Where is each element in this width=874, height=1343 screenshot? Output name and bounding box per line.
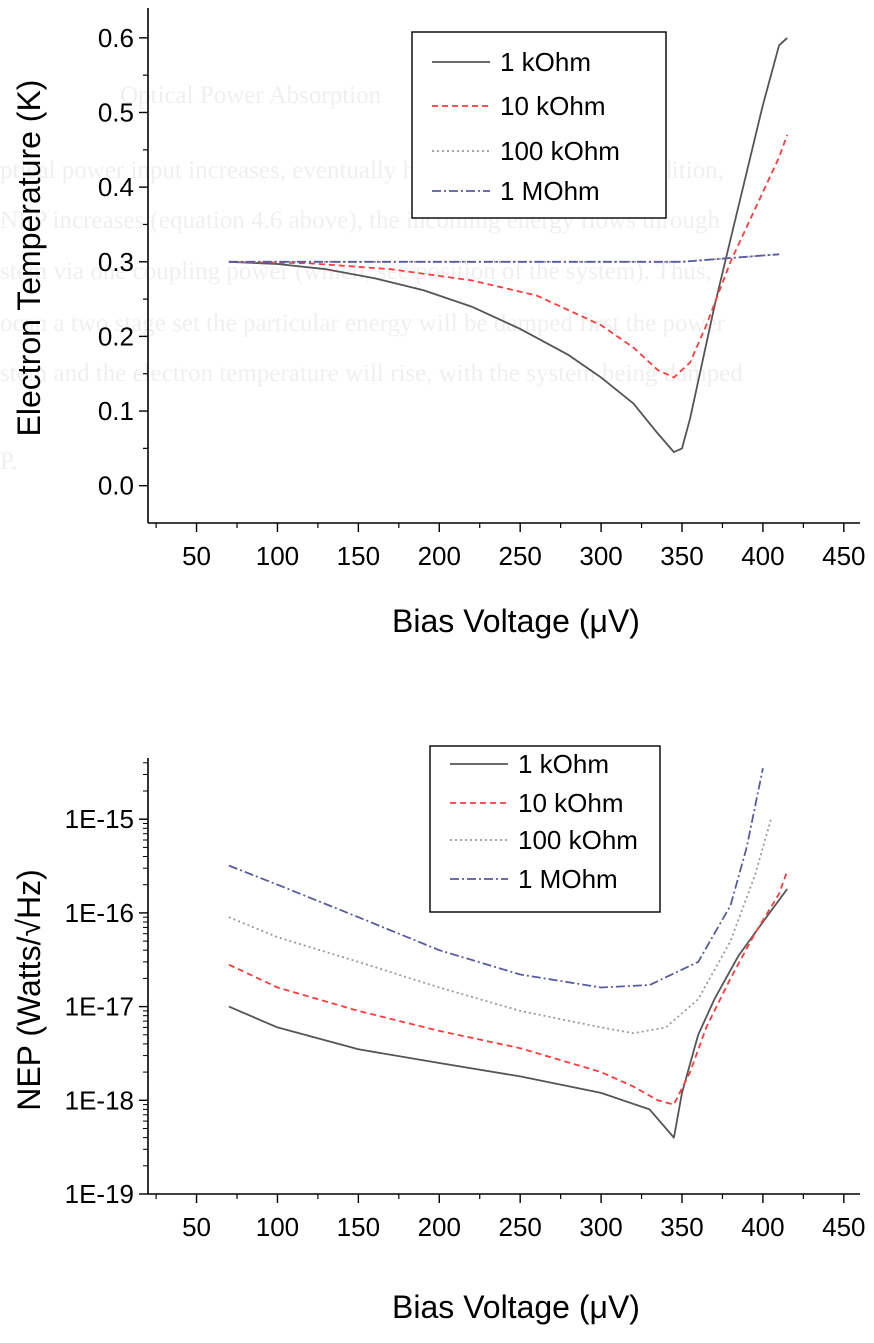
legend-box xyxy=(411,31,667,219)
legend-entry: 100 kOhm xyxy=(518,825,638,855)
y-tick-label: 0.6 xyxy=(98,23,134,53)
x-tick-label: 200 xyxy=(418,1212,461,1242)
x-tick-label: 450 xyxy=(822,541,865,571)
series-line xyxy=(228,768,764,989)
y-tick-label: 1E-16 xyxy=(65,898,134,928)
series-line xyxy=(228,870,789,1106)
y-tick-label: 1E-18 xyxy=(65,1085,134,1115)
y-tick-label: 1E-19 xyxy=(65,1179,134,1209)
y-tick-label: 1E-17 xyxy=(65,992,134,1022)
legend-entry: 1 MOhm xyxy=(500,176,600,206)
x-tick-label: 100 xyxy=(256,1212,299,1242)
x-axis-label: Bias Voltage (μV) xyxy=(392,1289,640,1325)
x-tick-label: 300 xyxy=(579,541,622,571)
electron-temperature-chart: 50 100 150 200 250 300 350 400 450 0.0 0.1 0.2 0.3 0.… xyxy=(11,8,866,639)
legend-entry: 10 kOhm xyxy=(518,788,624,818)
nep-chart: 50 100 150 200 250 300 350 400 450 1E-19 1E-18 1E-1… xyxy=(11,745,866,1325)
x-tick-label: 50 xyxy=(182,1212,211,1242)
y-tick-label: 0.4 xyxy=(98,172,134,202)
y-tick-label: 1E-15 xyxy=(65,804,134,834)
legend-entry: 1 kOhm xyxy=(500,47,591,77)
x-tick-label: 250 xyxy=(498,541,541,571)
x-tick-label: 200 xyxy=(418,541,461,571)
x-axis-label: Bias Voltage (μV) xyxy=(392,603,640,639)
y-axis-label: NEP (Watts/√Hz) xyxy=(11,869,47,1111)
x-tick-label: 50 xyxy=(182,541,211,571)
series-line xyxy=(228,37,788,454)
series-line xyxy=(228,818,772,1035)
series-line xyxy=(228,134,789,379)
legend-entry: 1 MOhm xyxy=(518,864,618,894)
series-line xyxy=(228,888,788,1139)
y-tick-label: 0.0 xyxy=(98,471,134,501)
legend-entry: 10 kOhm xyxy=(500,91,606,121)
x-tick-label: 400 xyxy=(741,541,784,571)
x-tick-label: 450 xyxy=(822,1212,865,1242)
x-tick-label: 400 xyxy=(741,1212,784,1242)
x-tick-label: 250 xyxy=(498,1212,541,1242)
series-line xyxy=(228,253,780,263)
x-tick-label: 300 xyxy=(579,1212,622,1242)
x-tick-label: 150 xyxy=(337,1212,380,1242)
y-axis-label: Electron Temperature (K) xyxy=(11,80,47,437)
legend-entry: 1 kOhm xyxy=(518,749,609,779)
legend-entry: 100 kOhm xyxy=(500,136,620,166)
legend-box xyxy=(429,745,661,913)
x-tick-label: 100 xyxy=(256,541,299,571)
x-tick-label: 350 xyxy=(660,1212,703,1242)
y-tick-label: 0.1 xyxy=(98,396,134,426)
x-tick-label: 150 xyxy=(337,541,380,571)
y-tick-label: 0.5 xyxy=(98,97,134,127)
y-tick-label: 0.3 xyxy=(98,247,134,277)
x-tick-label: 350 xyxy=(660,541,703,571)
y-tick-label: 0.2 xyxy=(98,321,134,351)
